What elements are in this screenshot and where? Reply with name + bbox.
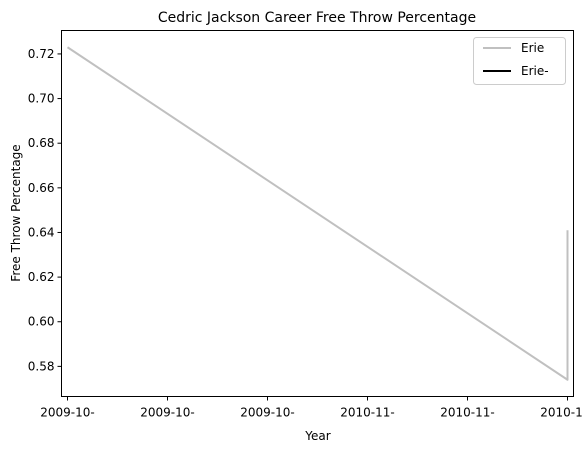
x-tick-label: 2010-11- (440, 406, 494, 420)
legend-label-erie: Erie (521, 41, 544, 55)
x-axis-ticks: 2009-10- 2009-10- 2009-10- 2010-11- 2010-11-… (40, 396, 584, 420)
y-tick-label: 0.62 (28, 270, 55, 284)
y-tick-label: 0.72 (28, 47, 55, 61)
legend: Erie Erie- (473, 37, 566, 85)
y-tick-label: 0.66 (28, 181, 55, 195)
series-layer (66, 46, 569, 381)
series-line-erie (66, 46, 569, 381)
x-tick-label: 2009-10- (40, 406, 94, 420)
plot-frame (61, 30, 574, 397)
y-tick-label: 0.64 (28, 225, 55, 239)
x-tick-label: 2009-10- (240, 406, 294, 420)
chart-title: Cedric Jackson Career Free Throw Percent… (158, 10, 476, 26)
y-tick-label: 0.68 (28, 136, 55, 150)
x-axis-label: Year (304, 429, 330, 443)
legend-frame (473, 37, 566, 85)
y-axis-ticks: 0.58 0.60 0.62 0.64 0.66 0.68 0.70 0.72 (28, 47, 62, 373)
y-axis-label: Free Throw Percentage (9, 144, 23, 281)
x-tick-label: 2010-11- (340, 406, 394, 420)
x-tick-label: 2010-11- (540, 406, 584, 420)
x-tick-label: 2009-10- (140, 406, 194, 420)
y-tick-label: 0.58 (28, 359, 55, 373)
legend-label-erie-dash: Erie- (521, 64, 549, 78)
y-tick-label: 0.70 (28, 92, 55, 106)
y-tick-label: 0.60 (28, 315, 55, 329)
